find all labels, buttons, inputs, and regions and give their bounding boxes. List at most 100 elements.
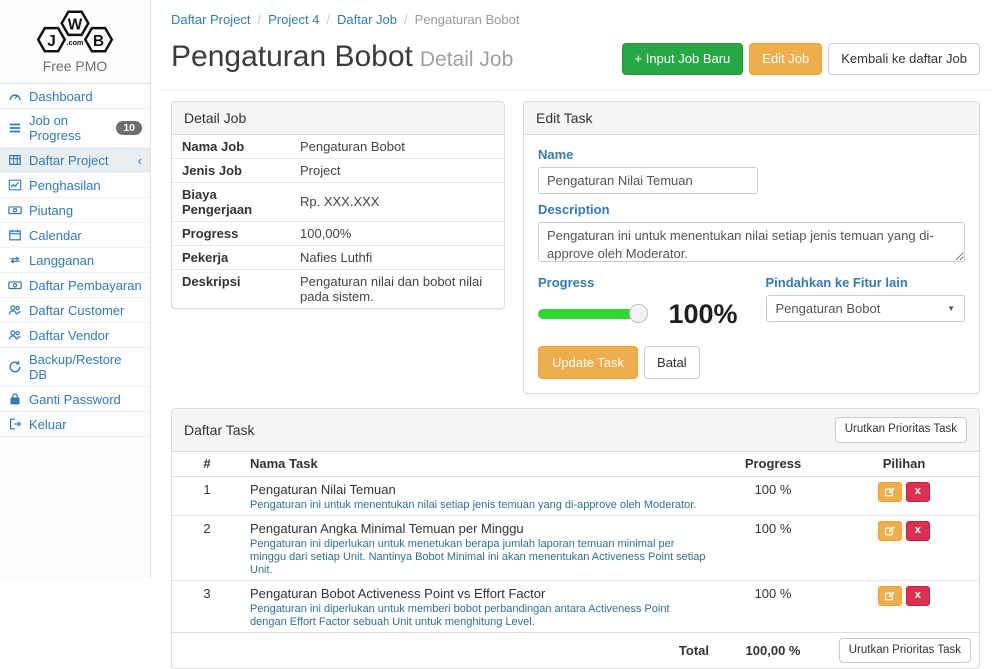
task-name: Pengaturan Angka Minimal Temuan per Ming…: [250, 520, 524, 536]
total-label: Total: [242, 631, 717, 669]
sidebar-item-daftar-pembayaran[interactable]: Daftar Pembayaran: [0, 273, 150, 298]
table-row: 1 Pengaturan Nilai Temuan Pengaturan ini…: [172, 476, 979, 515]
task-num: 1: [203, 481, 211, 497]
brand-logo[interactable]: W J B .com Free PMO: [0, 0, 150, 84]
edit-task-panel: Edit Task Name Description Pengaturan in…: [523, 100, 980, 395]
sidebar-item-label: Penghasilan: [29, 177, 101, 193]
task-description: Pengaturan ini untuk menentukan nilai se…: [250, 498, 697, 511]
total-value: 100,00 %: [717, 631, 829, 669]
sidebar-item-calendar[interactable]: Calendar: [0, 223, 150, 248]
detail-label: Progress: [172, 220, 290, 246]
table-icon: [8, 153, 22, 167]
daftar-task-panel-heading: Daftar Task Urutkan Prioritas Task: [172, 409, 979, 452]
detail-job-table: Nama Job Pengaturan Bobot Jenis Job Projec…: [172, 135, 504, 308]
chevron-left-icon: ‹: [137, 152, 142, 168]
table-row: 3 Pengaturan Bobot Activeness Point vs E…: [172, 579, 979, 633]
delete-task-row-button[interactable]: x: [905, 481, 930, 502]
header-buttons: + Input Job Baru Edit Job Kembali ke daf…: [621, 43, 980, 75]
edit-task-row-button[interactable]: [878, 520, 903, 541]
batal-button[interactable]: Batal: [644, 345, 700, 380]
edit-task-buttons: Update Task Batal: [538, 345, 965, 380]
task-name-input[interactable]: [538, 166, 758, 194]
progress-slider-track[interactable]: [538, 304, 649, 324]
sidebar-item-job-on-progress[interactable]: Job on Progress 10: [0, 109, 150, 148]
progress-column: Progress 100%: [538, 267, 752, 330]
task-name: Pengaturan Nilai Temuan: [250, 481, 396, 497]
sidebar-item-penghasilan[interactable]: Penghasilan: [0, 173, 150, 198]
sidebar-item-dashboard[interactable]: Dashboard: [0, 84, 150, 109]
task-progress: 100 %: [717, 579, 829, 633]
sidebar-item-ganti-password[interactable]: Ganti Password: [0, 387, 150, 412]
top-panels-row: Detail Job Nama Job Pengaturan Bobot Jeni…: [161, 100, 990, 395]
name-label: Name: [538, 146, 574, 162]
task-num: 2: [172, 514, 242, 581]
line-chart-icon: [8, 178, 22, 192]
edit-task-row-button[interactable]: [878, 481, 903, 502]
move-to-feature-select[interactable]: Pengaturan Bobot ▼: [765, 294, 965, 322]
page-subtitle: Detail Job: [419, 48, 514, 71]
kembali-ke-daftar-job-button[interactable]: Kembali ke daftar Job: [828, 43, 980, 75]
detail-label: Jenis Job: [172, 157, 290, 183]
users-icon: [8, 303, 22, 317]
users-icon: [8, 328, 22, 342]
task-description-textarea[interactable]: Pengaturan ini untuk menentukan nilai se…: [538, 221, 965, 262]
sidebar-item-label: Dashboard: [29, 88, 93, 104]
pencil-square-icon: [885, 526, 895, 535]
breadcrumb: Daftar Project / Project 4 / Daftar Job / Peng…: [161, 0, 990, 38]
detail-value: Pengaturan nilai dan bobot nilai pada si…: [290, 268, 504, 308]
brand-letter-j: J: [47, 33, 56, 50]
sidebar-item-piutang[interactable]: Piutang: [0, 198, 150, 223]
lock-icon: [8, 392, 22, 406]
delete-task-row-button[interactable]: x: [905, 585, 930, 606]
breadcrumb-link-project-4[interactable]: Project 4: [268, 12, 320, 27]
jwb-hexagon-logo-icon: W J B .com: [36, 10, 114, 53]
input-job-baru-button[interactable]: + Input Job Baru: [621, 43, 744, 75]
sidebar: W J B .com Free PMO Dashboard Job on Pro…: [0, 0, 151, 578]
page-header: Pengaturan Bobot Detail Job + Input Job B…: [161, 38, 990, 91]
progress-slider-handle[interactable]: [629, 304, 649, 324]
column-header-actions: Pilihan: [829, 451, 979, 477]
table-row: Nama Job Pengaturan Bobot: [172, 135, 504, 159]
task-table-header-row: # Nama Task Progress Pilihan: [172, 451, 979, 477]
plus-icon: +: [634, 51, 643, 66]
footer-empty-cell: [172, 631, 242, 669]
edit-task-row-button[interactable]: [878, 585, 903, 606]
description-label: Description: [538, 201, 610, 217]
brand-letter-w: W: [68, 16, 83, 33]
main-content: Daftar Project / Project 4 / Daftar Job / Peng…: [151, 0, 1000, 669]
detail-value: Project: [290, 157, 504, 183]
edit-job-button[interactable]: Edit Job: [749, 43, 823, 75]
edit-task-panel-title: Edit Task: [524, 101, 979, 135]
urutkan-prioritas-task-button[interactable]: Urutkan Prioritas Task: [834, 417, 967, 443]
sidebar-item-daftar-customer[interactable]: Daftar Customer: [0, 298, 150, 323]
task-table: # Nama Task Progress Pilihan 1 Pengatura…: [172, 451, 979, 669]
sidebar-item-daftar-vendor[interactable]: Daftar Vendor: [0, 323, 150, 348]
money-icon: [8, 203, 22, 217]
sidebar-item-keluar[interactable]: Keluar: [0, 412, 150, 437]
breadcrumb-link-daftar-project[interactable]: Daftar Project: [171, 12, 251, 27]
input-job-baru-label: Input Job Baru: [645, 51, 731, 66]
delete-task-row-button[interactable]: x: [905, 520, 930, 541]
sidebar-item-langganan[interactable]: Langganan: [0, 248, 150, 273]
pencil-square-icon: [885, 591, 895, 600]
sidebar-item-label: Piutang: [29, 202, 74, 218]
detail-value: 100,00%: [290, 220, 504, 246]
sidebar-item-backup-restore[interactable]: Backup/Restore DB: [0, 348, 150, 387]
task-name-cell: Pengaturan Bobot Activeness Point vs Eff…: [242, 579, 717, 633]
sidebar-item-label: Langganan: [29, 252, 95, 268]
task-description: Pengaturan ini diperlukan untuk memberi …: [250, 602, 670, 628]
breadcrumb-link-daftar-job[interactable]: Daftar Job: [337, 12, 398, 27]
breadcrumb-separator: /: [326, 12, 331, 27]
table-row: Biaya Pengerjaan Rp. XXX.XXX: [172, 181, 504, 222]
calendar-icon: [8, 228, 22, 242]
task-actions: x: [829, 476, 979, 515]
progress-slider-wrap: 100%: [538, 299, 738, 330]
urutkan-prioritas-task-footer-button[interactable]: Urutkan Prioritas Task: [838, 637, 971, 664]
update-task-button[interactable]: Update Task: [538, 345, 639, 380]
sidebar-item-daftar-project[interactable]: Daftar Project ‹: [0, 148, 150, 173]
page-title-text: Pengaturan Bobot: [171, 40, 413, 73]
task-name-cell: Pengaturan Nilai Temuan Pengaturan ini u…: [242, 476, 717, 515]
task-name: Pengaturan Bobot Activeness Point vs Eff…: [250, 585, 546, 601]
page-title: Pengaturan Bobot Detail Job: [171, 40, 513, 73]
money-icon: [8, 278, 22, 292]
